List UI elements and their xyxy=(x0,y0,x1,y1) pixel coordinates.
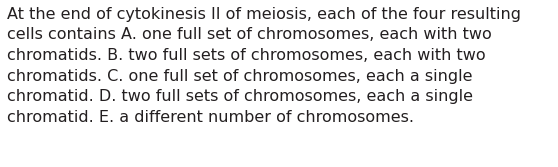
Text: At the end of cytokinesis II of meiosis, each of the four resulting
cells contai: At the end of cytokinesis II of meiosis,… xyxy=(7,7,521,125)
